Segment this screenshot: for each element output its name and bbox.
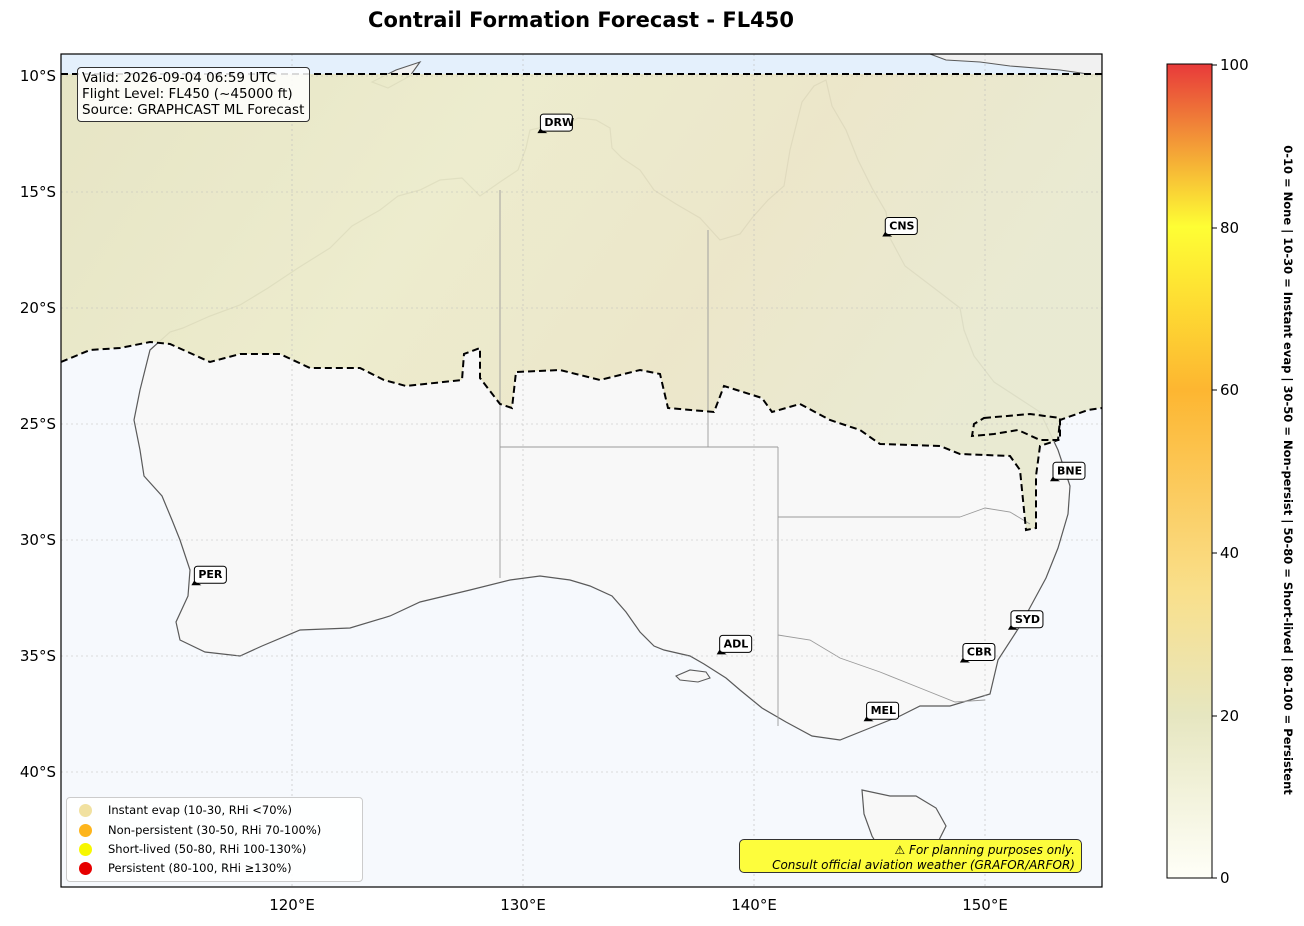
new-guinea-coast: [929, 54, 1102, 77]
city-label-box: [866, 701, 900, 720]
city-label-box: [962, 642, 996, 661]
forecast-info-box: Valid: 2026-09-04 06:59 UTC Flight Level…: [77, 67, 311, 122]
lat-tick: 15°S: [19, 183, 56, 201]
city-label-box: [1010, 610, 1044, 629]
legend-label: Persistent (80-100, RHi ≥130%): [108, 861, 292, 875]
colorbar-tick-label: 80: [1220, 219, 1240, 237]
city-label: ADL: [724, 637, 749, 650]
colorbar-ticks: [1212, 64, 1217, 879]
chart-title: Contrail Formation Forecast - FL450: [368, 8, 794, 32]
legend-label: Non-persistent (30-50, RHi 70-100%): [108, 823, 322, 837]
legend-label: Short-lived (50-80, RHi 100-130%): [108, 842, 307, 856]
top-band: [61, 54, 1102, 74]
lat-tick: 30°S: [19, 531, 56, 549]
city-cns[interactable]: CNS: [882, 217, 918, 237]
lon-tick: 120°E: [269, 896, 315, 914]
colorbar-tick-label: 20: [1220, 707, 1240, 725]
city-label: BNE: [1057, 464, 1082, 477]
city-mel[interactable]: MEL: [863, 701, 900, 722]
city-label-box: [1052, 461, 1086, 480]
colorbar-tick-label: 100: [1220, 56, 1249, 74]
city-label-box: [884, 217, 918, 236]
city-label: SYD: [1015, 613, 1040, 626]
legend-item: Non-persistent (30-50, RHi 70-100%): [79, 821, 321, 839]
city-adl[interactable]: ADL: [716, 634, 753, 655]
legend: Instant evap (10-30, RHi <70%) Non-persi…: [66, 797, 363, 882]
disclaimer-line: ⚠ For planning purposes only.: [894, 843, 1075, 857]
colorbar: [1166, 63, 1213, 879]
map-frame: [60, 53, 1103, 888]
flight-level: Flight Level: FL450 (~45000 ft): [82, 86, 293, 102]
legend-item: Persistent (80-100, RHi ≥130%): [79, 859, 292, 877]
valid-time: Valid: 2026-09-04 06:59 UTC: [82, 70, 277, 86]
city-label: DRW: [544, 116, 574, 129]
city-label: CNS: [889, 220, 914, 233]
city-label-box: [539, 113, 573, 132]
lon-tick: 130°E: [500, 896, 546, 914]
city-per[interactable]: PER: [191, 565, 227, 586]
forecast-field-region: [61, 74, 1102, 530]
legend-swatch: [79, 861, 92, 875]
state-borders: [499, 190, 1031, 726]
graticule: [61, 54, 1102, 887]
legend-label: Instant evap (10-30, RHi <70%): [108, 803, 292, 817]
city-label: PER: [198, 568, 223, 581]
legend-item: Instant evap (10-30, RHi <70%): [79, 801, 292, 819]
legend-swatch: [79, 823, 92, 837]
city-cbr[interactable]: CBR: [959, 642, 996, 663]
legend-swatch: [79, 803, 92, 817]
city-syd[interactable]: SYD: [1007, 610, 1044, 630]
lon-tick: 140°E: [731, 896, 777, 914]
legend-swatch: [79, 842, 92, 856]
city-label: MEL: [871, 704, 896, 717]
colorbar-label: 0-10 = None | 10-30 = Instant evap | 30-…: [1281, 145, 1295, 795]
kangaroo-island: [675, 669, 711, 683]
city-label: CBR: [967, 645, 992, 658]
colorbar-tick-label: 60: [1220, 381, 1240, 399]
disclaimer-box: ⚠ For planning purposes only. Consult of…: [739, 839, 1082, 873]
city-drw[interactable]: DRW: [537, 113, 574, 134]
lat-tick: 20°S: [19, 299, 56, 317]
legend-item: Short-lived (50-80, RHi 100-130%): [79, 840, 306, 858]
lat-tick: 35°S: [19, 647, 56, 665]
lon-tick: 150°E: [962, 896, 1008, 914]
colorbar-tick-label: 0: [1220, 869, 1230, 887]
colorbar-tick-label: 40: [1220, 544, 1240, 562]
lat-tick: 40°S: [19, 763, 56, 781]
lat-tick: 25°S: [19, 415, 56, 433]
lat-tick: 10°S: [19, 67, 56, 85]
data-source: Source: GRAPHCAST ML Forecast: [82, 102, 305, 118]
disclaimer-line: Consult official aviation weather (GRAFO…: [772, 858, 1075, 872]
contour-lines: [61, 73, 1102, 532]
city-bne[interactable]: BNE: [1049, 461, 1086, 482]
city-label-box: [719, 634, 753, 653]
city-markers: DRW CNS BNE PER SYD CBR ADL MEL: [191, 113, 1086, 722]
city-label-box: [193, 565, 227, 584]
